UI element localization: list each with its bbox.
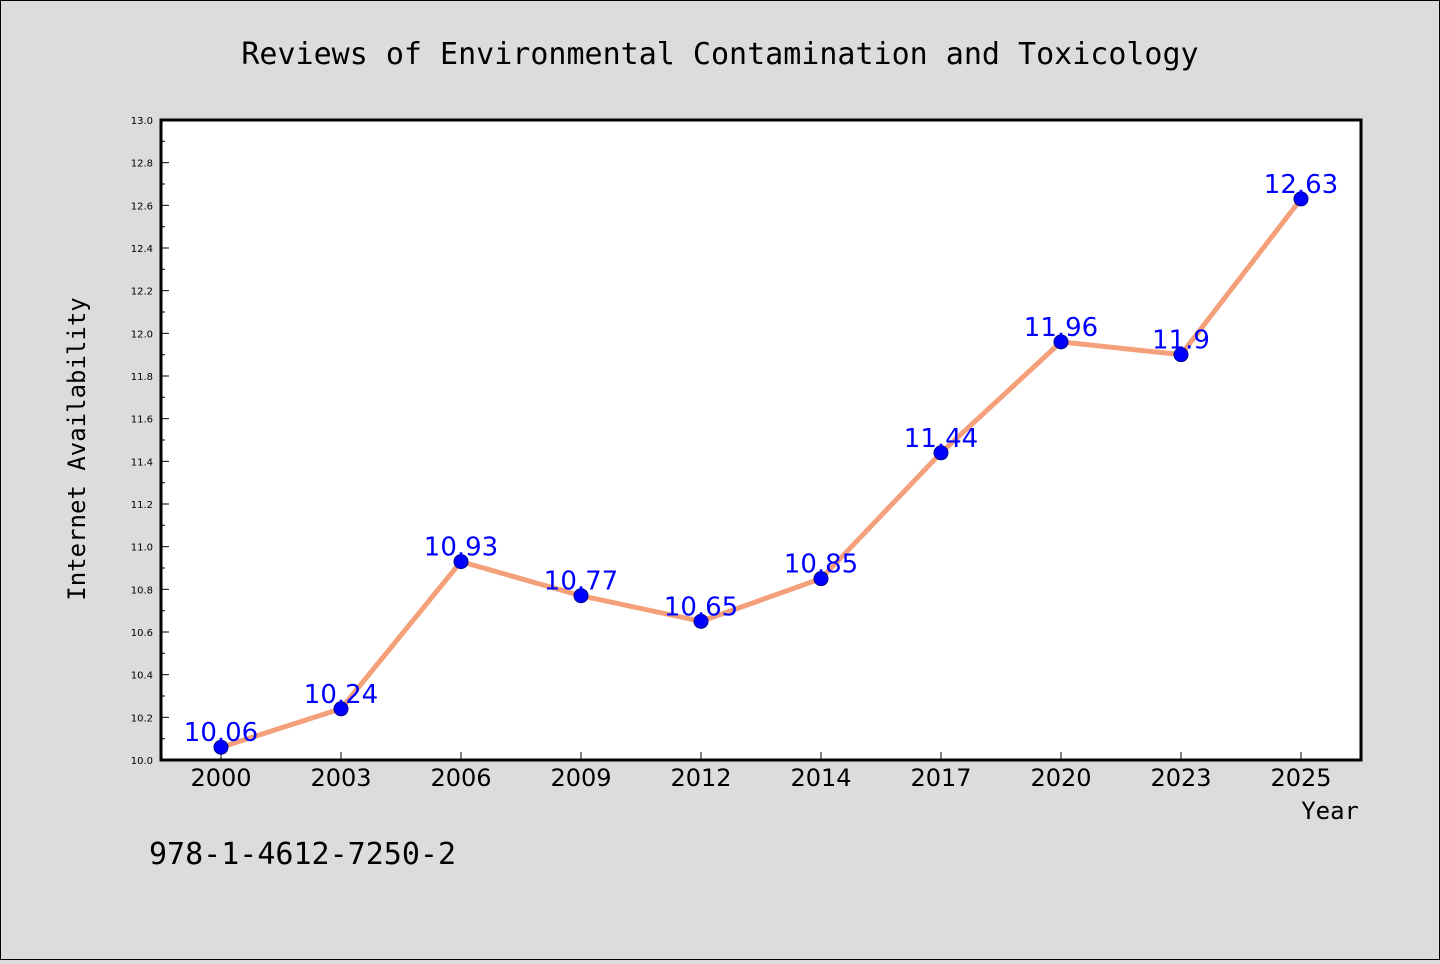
y-tick-label: 11.4 <box>131 457 153 468</box>
y-tick-label: 10.0 <box>131 756 153 767</box>
data-point-marker <box>693 613 709 629</box>
y-tick-label: 13.0 <box>131 116 153 127</box>
x-tick-label: 2000 <box>190 764 251 792</box>
data-point-marker <box>933 445 949 461</box>
data-point-marker <box>813 571 829 587</box>
x-tick-label: 2006 <box>430 764 491 792</box>
x-tick-label: 2025 <box>1270 764 1331 792</box>
data-point-label: 10.93 <box>424 533 498 563</box>
data-point-marker <box>1173 347 1189 363</box>
y-tick-label: 10.4 <box>131 671 153 682</box>
y-tick-label: 11.8 <box>131 372 153 383</box>
data-point-label: 10.85 <box>784 550 858 580</box>
y-tick-label: 12.6 <box>131 201 153 212</box>
x-tick-label: 2014 <box>790 764 851 792</box>
x-tick-label: 2023 <box>1150 764 1211 792</box>
x-tick-label: 2009 <box>550 764 611 792</box>
x-tick-label: 2012 <box>670 764 731 792</box>
data-point-label: 10.06 <box>184 718 258 748</box>
y-tick-label: 12.4 <box>131 244 153 255</box>
y-tick-label: 11.6 <box>131 415 153 426</box>
data-point-label: 10.24 <box>304 680 378 710</box>
chart-title: Reviews of Environmental Contamination a… <box>241 37 1198 72</box>
y-tick-label: 12.0 <box>131 329 153 340</box>
data-point-label: 11.44 <box>904 424 978 454</box>
x-tick-label: 2020 <box>1030 764 1091 792</box>
data-series: 10.06 10.24 10.93 10.77 10.65 10.85 11.44 11.96… <box>184 170 1338 755</box>
data-point-marker <box>453 554 469 570</box>
isbn-text: 978-1-4612-7250-2 <box>149 837 456 872</box>
data-point-label: 10.77 <box>544 567 618 597</box>
data-point-marker <box>1293 191 1309 207</box>
data-point-label: 11.9 <box>1152 326 1210 356</box>
y-tick-label: 11.2 <box>131 500 153 511</box>
data-point-label: 12.63 <box>1264 170 1338 200</box>
data-point-label: 10.65 <box>664 592 738 622</box>
y-axis-label: Internet Availability <box>63 297 91 600</box>
y-tick-label: 10.2 <box>131 713 153 724</box>
data-point-marker <box>213 739 229 755</box>
y-tick-label: 10.8 <box>131 585 153 596</box>
data-point-marker <box>573 588 589 604</box>
plot-area <box>159 118 1363 762</box>
y-tick-label: 12.2 <box>131 287 153 298</box>
x-axis-label: Year <box>1301 797 1359 825</box>
data-point-marker <box>333 701 349 717</box>
data-point-label: 11.96 <box>1024 313 1098 343</box>
x-axis: 2000 2003 2006 2009 2012 2014 2017 2020 2023 2025 <box>190 752 1332 792</box>
series-line <box>218 196 1304 750</box>
x-tick-label: 2017 <box>910 764 971 792</box>
y-tick-label: 10.6 <box>131 628 153 639</box>
y-tick-label: 12.8 <box>131 159 153 170</box>
y-tick-label: 11.0 <box>131 543 153 554</box>
y-axis: 10.0 10.2 10.4 10.6 10.8 11.0 11.2 11.4 11.6 11.8… <box>131 116 169 767</box>
x-tick-label: 2003 <box>310 764 371 792</box>
data-point-marker <box>1053 334 1069 350</box>
